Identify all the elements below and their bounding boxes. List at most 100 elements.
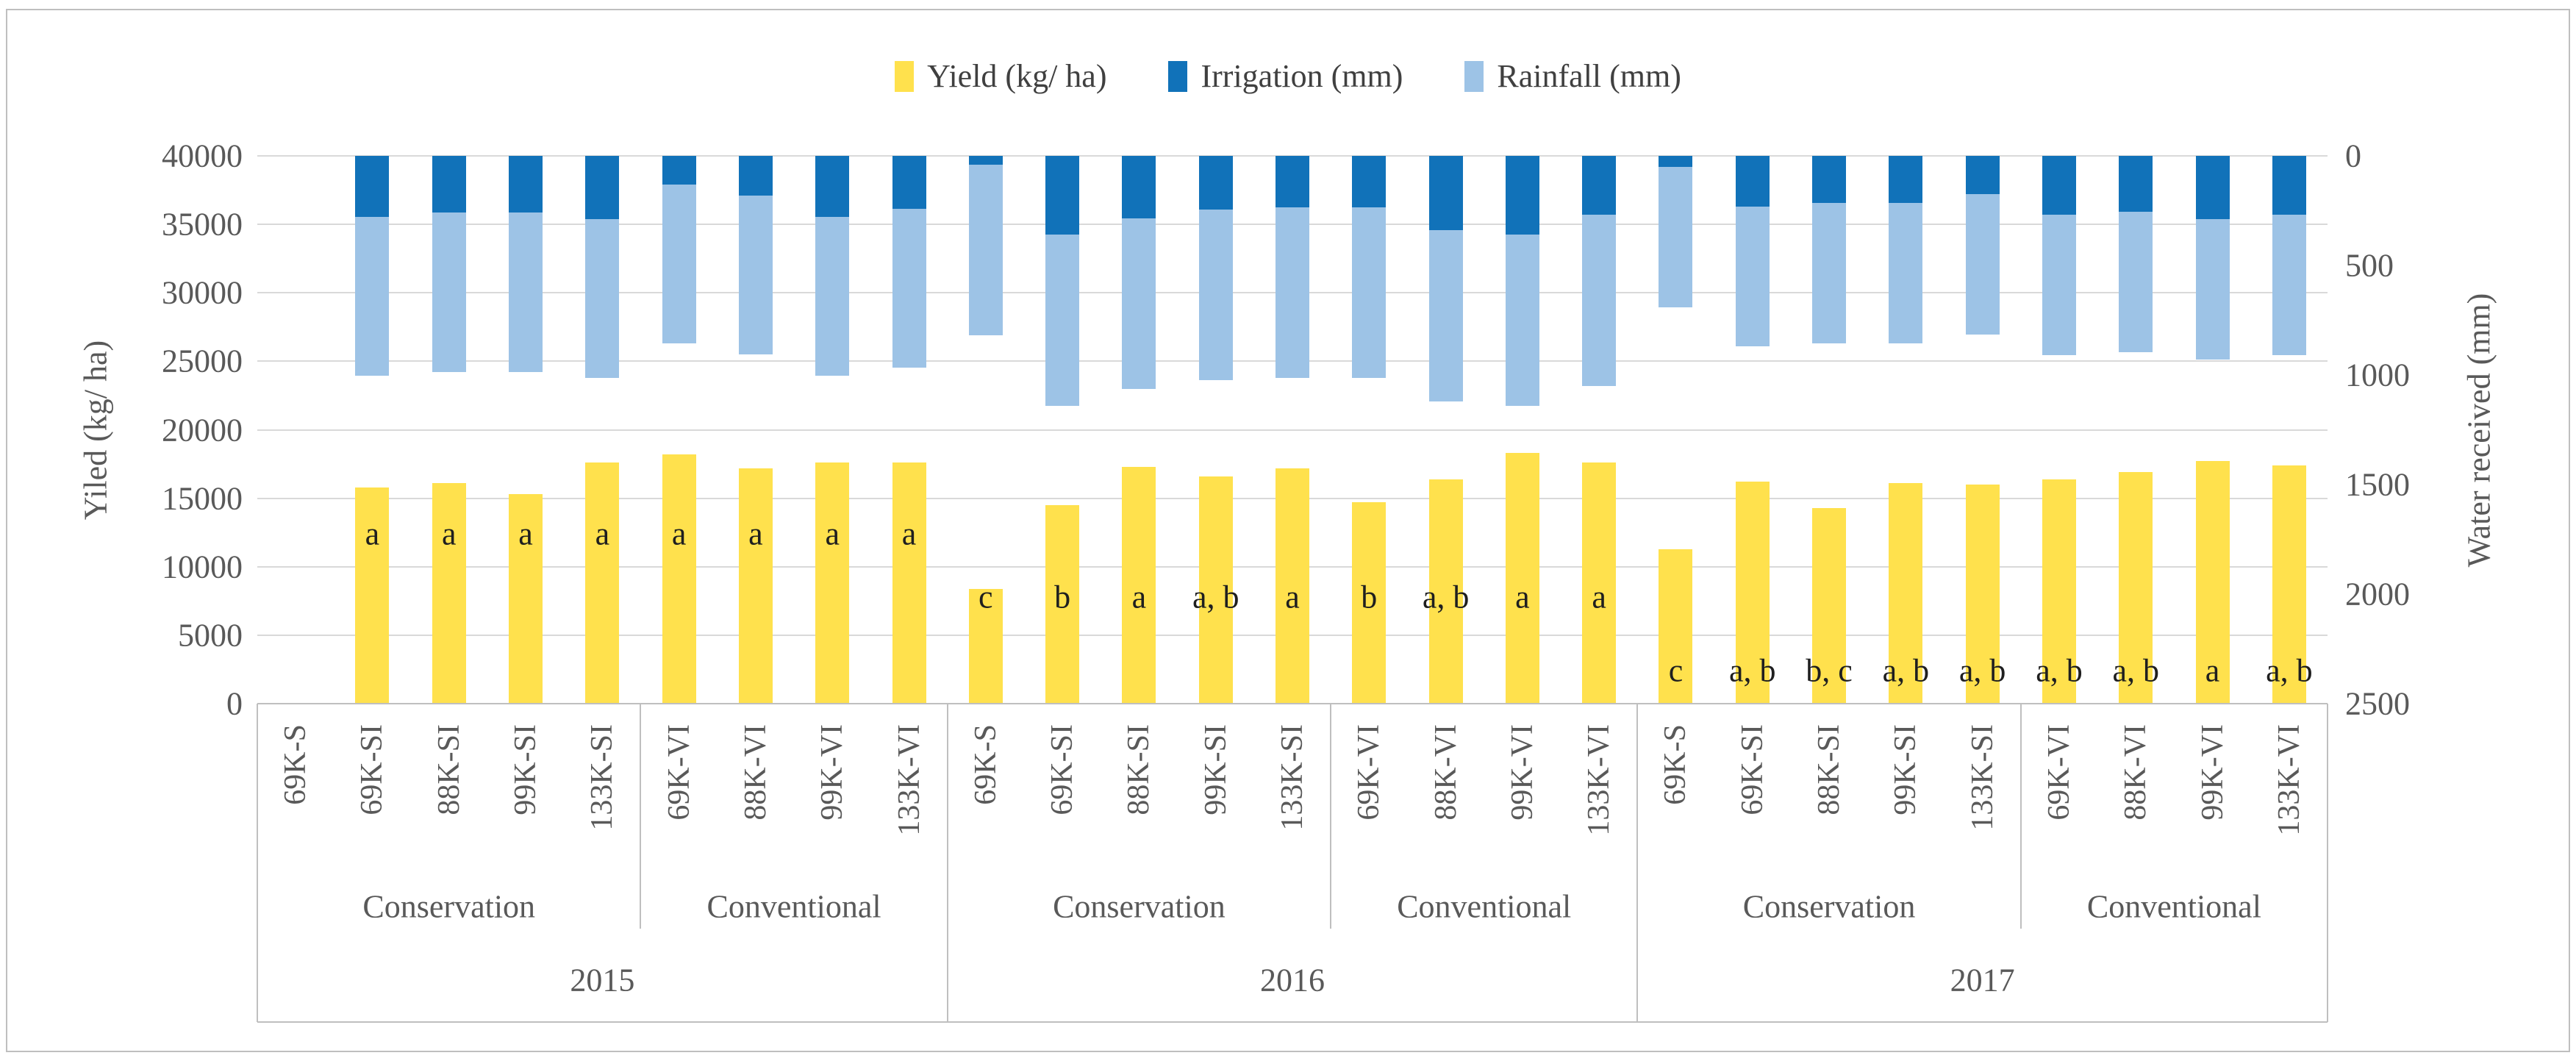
x-tick-label: 99K-VI	[2195, 724, 2230, 821]
x-tick-label: 69K-VI	[2042, 724, 2076, 821]
bar-rainfall	[2272, 215, 2306, 356]
significance-letter: a	[595, 515, 610, 552]
left-axis-tick: 10000	[162, 549, 243, 585]
right-axis-tick: 2000	[2345, 576, 2410, 612]
legend-item-irrigation: Irrigation (mm)	[1168, 57, 1403, 95]
significance-letter: b	[1361, 579, 1378, 615]
rainfall-legend-swatch	[1464, 60, 1484, 92]
bar-irrigation	[2272, 156, 2306, 215]
yield-legend-swatch	[895, 60, 915, 92]
left-axis-tick: 40000	[162, 137, 243, 174]
x-tick-label: 88K-SI	[1812, 724, 1847, 815]
bar-yield	[662, 454, 696, 704]
bar-irrigation	[2042, 156, 2076, 215]
year-separator-line	[257, 704, 258, 1022]
bar-rainfall	[738, 195, 773, 354]
bar-yield	[1965, 485, 2000, 704]
bar-yield	[585, 462, 620, 704]
group-label: Conservation	[1742, 888, 1916, 925]
bar-irrigation	[1122, 156, 1156, 218]
left-axis-tick: 35000	[162, 206, 243, 243]
left-axis-title: Yiled (kg/ ha)	[77, 340, 114, 521]
bar-yield	[1352, 502, 1387, 704]
bar-yield	[1582, 462, 1617, 704]
bar-yield	[1659, 549, 1693, 704]
left-axis-tick: 20000	[162, 412, 243, 448]
significance-letter: a, b	[2266, 652, 2313, 689]
right-axis-tick: 0	[2345, 137, 2361, 174]
axis-bottom-line	[257, 1021, 2328, 1023]
bar-rainfall	[662, 184, 696, 343]
x-tick-label: 88K-SI	[432, 724, 466, 815]
bar-rainfall	[1582, 215, 1617, 386]
bar-irrigation	[1428, 156, 1463, 231]
x-tick-label: 88K-VI	[2119, 724, 2153, 821]
bar-irrigation	[2119, 156, 2153, 212]
significance-letter: a	[671, 515, 687, 552]
bar-rainfall	[432, 212, 466, 372]
group-separator-line	[1330, 704, 1332, 929]
bar-yield	[892, 462, 926, 704]
significance-letter: a	[1285, 579, 1300, 615]
significance-letter: a	[1515, 579, 1530, 615]
bar-irrigation	[2195, 156, 2230, 220]
x-tick-label: 69K-SI	[1735, 724, 1770, 815]
bar-irrigation	[1965, 156, 2000, 195]
group-label: Conventional	[1397, 888, 1572, 925]
bar-irrigation	[738, 156, 773, 196]
significance-letter: a	[2205, 652, 2220, 689]
bar-yield	[1735, 482, 1770, 704]
significance-letter: b	[1054, 579, 1071, 615]
significance-letter: a	[365, 515, 380, 552]
bar-irrigation	[1045, 156, 1080, 235]
bar-irrigation	[1812, 156, 1847, 204]
bar-rainfall	[2195, 219, 2230, 360]
x-tick-label: 69K-SI	[355, 724, 390, 815]
bar-yield	[2272, 465, 2306, 704]
bar-yield	[1505, 453, 1539, 704]
bar-irrigation	[1276, 156, 1309, 208]
group-label: Conventional	[2086, 888, 2261, 925]
bar-rainfall	[1352, 207, 1387, 379]
right-axis-tick: 1500	[2345, 466, 2410, 503]
x-axis-line	[257, 703, 2328, 704]
left-axis-tick: 0	[226, 685, 243, 722]
year-label: 2017	[1950, 962, 2015, 999]
bar-rainfall	[968, 164, 1003, 336]
bar-yield	[1889, 483, 1923, 704]
bar-yield	[1812, 507, 1847, 704]
bar-rainfall	[1965, 194, 2000, 335]
x-tick-label: 99K-SI	[1889, 724, 1923, 815]
bar-yield	[1045, 504, 1080, 704]
significance-letter: a, b	[1729, 652, 1776, 689]
legend-item-yield: Yield (kg/ ha)	[895, 57, 1106, 95]
x-tick-label: 99K-SI	[509, 724, 543, 815]
bar-yield	[1122, 466, 1156, 704]
bar-rainfall	[1428, 230, 1463, 401]
bar-yield	[815, 462, 850, 704]
left-axis-tick: 5000	[178, 617, 243, 654]
bar-rainfall	[1122, 218, 1156, 390]
significance-letter: a	[441, 515, 457, 552]
bar-irrigation	[1198, 156, 1233, 210]
bar-yield	[509, 494, 543, 704]
bar-yield	[1276, 468, 1309, 704]
left-axis-tick: 25000	[162, 343, 243, 379]
bar-yield	[2195, 461, 2230, 704]
year-separator-line	[2327, 704, 2328, 1022]
significance-letter: b, c	[1806, 652, 1853, 689]
significance-letter: a, b	[1192, 579, 1239, 615]
significance-letter: a	[518, 515, 533, 552]
figure-border	[6, 9, 2570, 1052]
bar-rainfall	[1045, 235, 1080, 406]
bar-yield	[1428, 479, 1463, 704]
bar-irrigation	[1889, 156, 1923, 204]
group-label: Conservation	[362, 888, 536, 925]
group-separator-line	[640, 704, 642, 929]
bar-rainfall	[1198, 210, 1233, 381]
significance-letter: a	[825, 515, 840, 552]
x-tick-label: 133K-VI	[2272, 724, 2306, 836]
bar-rainfall	[815, 217, 850, 376]
significance-letter: a, b	[1958, 652, 2006, 689]
x-tick-label: 88K-SI	[1122, 724, 1156, 815]
